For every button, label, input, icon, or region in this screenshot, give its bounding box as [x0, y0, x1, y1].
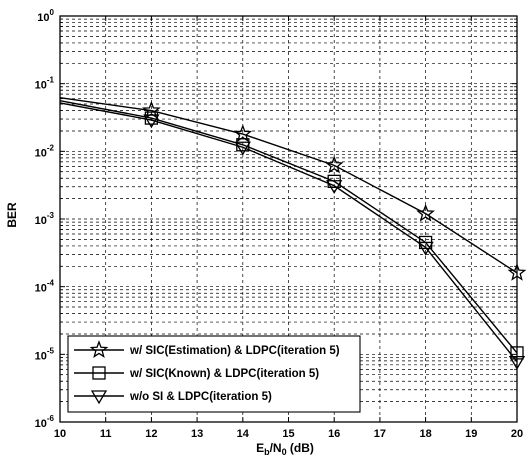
legend-label-0: w/ SIC(Estimation) & LDPC(iteration 5)	[129, 345, 340, 357]
y-tick-exponent: -5	[47, 346, 55, 355]
x-tick-label: 13	[191, 428, 203, 440]
x-axis-title-sub2: 0	[282, 447, 287, 457]
y-tick-exponent: -6	[47, 414, 55, 423]
x-axis-title-base: E	[256, 441, 264, 455]
legend-entry-2: w/o SI & LDPC(iteration 5)	[74, 390, 272, 405]
y-axis-title: BER	[5, 202, 19, 228]
y-tick-mantissa: 10	[35, 80, 47, 92]
triangle-down-marker	[234, 141, 251, 156]
series-2	[59, 102, 526, 370]
y-tick-label: 10-2	[35, 143, 55, 159]
y-tick-mantissa: 10	[35, 283, 47, 295]
x-tick-label: 18	[419, 428, 431, 440]
legend-entry-1: w/ SIC(Known) & LDPC(iteration 5)	[74, 366, 319, 380]
x-tick-label: 20	[511, 428, 523, 440]
grid	[60, 16, 517, 422]
y-tick-label: 100	[37, 8, 54, 24]
x-tick-label: 11	[100, 428, 112, 440]
y-tick-label: 10-1	[35, 76, 55, 92]
triangle-down-marker	[417, 241, 434, 256]
legend-label-2: w/o SI & LDPC(iteration 5)	[129, 391, 272, 403]
x-tick-label: 15	[282, 428, 294, 440]
x-axis-title-tail: (dB)	[287, 441, 314, 455]
y-tick-mantissa: 10	[35, 215, 47, 227]
x-axis-title-sub1: b	[264, 447, 270, 457]
y-tick-label: 10-6	[35, 414, 55, 430]
legend-square-marker	[92, 366, 106, 380]
x-tick-label: 19	[465, 428, 477, 440]
triangle-down-marker	[143, 114, 160, 129]
y-tick-exponent: -1	[47, 76, 55, 85]
x-tick-label: 12	[145, 428, 157, 440]
y-tick-label: 10-5	[35, 346, 55, 362]
x-tick-label: 16	[328, 428, 340, 440]
series-1	[59, 100, 524, 360]
x-axis-title-mid: /N	[270, 441, 282, 455]
y-tick-mantissa: 10	[37, 12, 49, 24]
axis-ticks: 10 11 12 13 14 15 16 17 18 19 2010010-110-210-310-…	[35, 8, 524, 440]
x-tick-label: 14	[237, 428, 250, 440]
y-tick-exponent: 0	[50, 8, 55, 17]
square-marker	[92, 366, 106, 380]
x-tick-label: 17	[374, 428, 386, 440]
plot-series	[59, 97, 527, 370]
x-tick-label: 10	[54, 428, 66, 440]
legend-box	[67, 335, 361, 413]
y-tick-mantissa: 10	[35, 418, 47, 430]
legend-star-marker	[89, 340, 109, 358]
star-marker	[89, 340, 109, 358]
y-tick-mantissa: 10	[35, 350, 47, 362]
legend: w/ SIC(Estimation) & LDPC(iteration 5) w…	[67, 335, 361, 413]
legend-label-1: w/ SIC(Known) & LDPC(iteration 5)	[129, 368, 319, 380]
series-0	[59, 97, 527, 281]
legend-triangle-marker	[90, 390, 108, 405]
y-tick-exponent: -3	[47, 211, 55, 220]
y-tick-label: 10-4	[35, 279, 55, 295]
star-marker	[416, 203, 435, 222]
star-marker	[324, 155, 344, 174]
series-line-1	[59, 100, 518, 354]
triangle-down-marker	[326, 180, 343, 195]
legend-entry-0: w/ SIC(Estimation) & LDPC(iteration 5)	[74, 340, 340, 358]
y-tick-label: 10-3	[35, 211, 55, 227]
triangle-down-marker	[90, 390, 108, 405]
y-tick-exponent: -2	[47, 143, 55, 152]
series-line-2	[59, 102, 518, 363]
star-marker	[233, 124, 253, 143]
series-line-0	[59, 97, 518, 274]
y-tick-exponent: -4	[47, 279, 55, 288]
x-axis-title: Eb/N0 (dB)	[256, 441, 314, 457]
star-marker	[142, 100, 161, 119]
y-tick-mantissa: 10	[35, 147, 47, 159]
square-marker	[144, 111, 159, 125]
